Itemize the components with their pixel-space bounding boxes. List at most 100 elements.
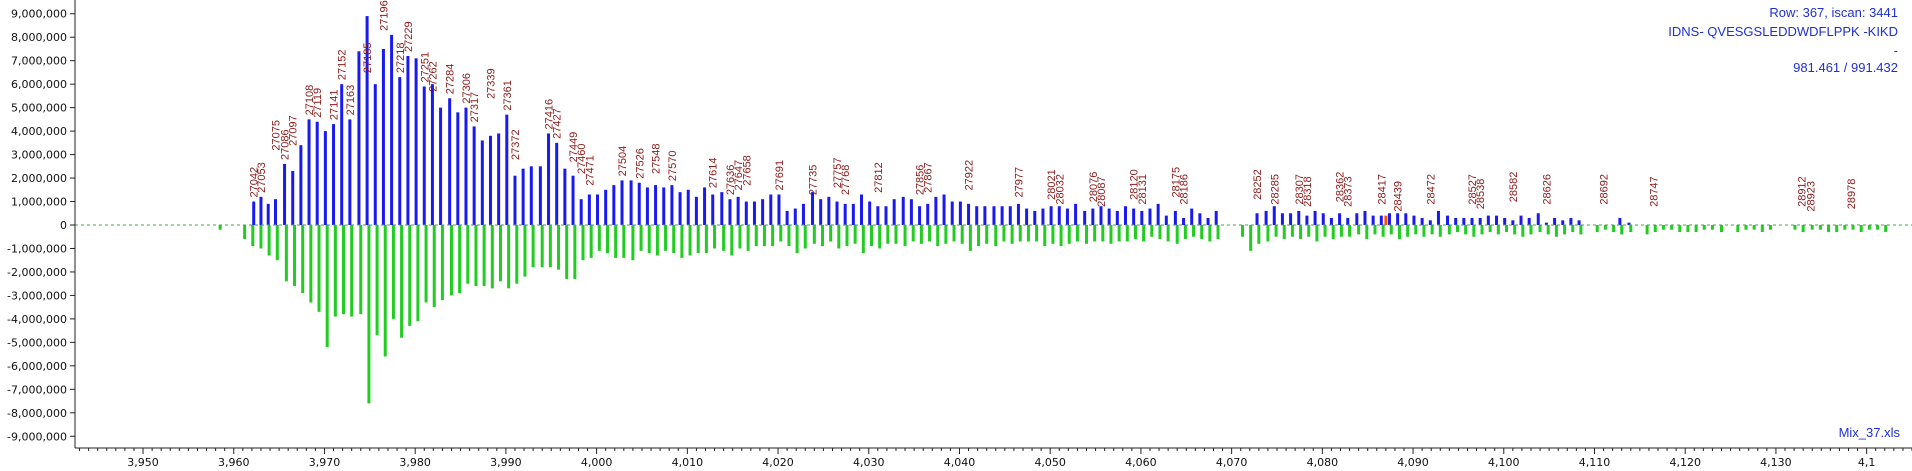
negative-bar — [837, 225, 841, 249]
x-tick-label: 4,060 — [1125, 456, 1157, 469]
x-tick-label: 3,960 — [218, 456, 250, 469]
negative-bar — [1331, 225, 1335, 240]
positive-bar — [1008, 206, 1012, 225]
positive-bar — [1527, 217, 1531, 225]
positive-bar — [1173, 210, 1177, 225]
x-tick-label: 4,000 — [581, 456, 613, 469]
negative-bar — [1768, 225, 1772, 230]
peak-label: 27086 — [280, 129, 292, 160]
negative-bar — [1546, 225, 1550, 235]
negative-bar — [1793, 225, 1797, 230]
negative-bar — [1702, 225, 1706, 230]
negative-bar — [1397, 225, 1401, 240]
positive-bar — [1264, 210, 1268, 225]
negative-bar — [647, 225, 651, 254]
y-tick-label: 6,000,000 — [11, 78, 67, 91]
peak-label: 27922 — [964, 160, 976, 191]
positive-bar — [1536, 213, 1540, 225]
x-tick-label: 4,020 — [762, 456, 794, 469]
negative-bars — [218, 225, 1888, 404]
positive-bar — [720, 192, 724, 225]
positive-bar — [918, 206, 922, 225]
positive-bar — [645, 187, 649, 225]
peak-label: 27812 — [873, 162, 885, 193]
negative-bar — [1381, 225, 1385, 237]
positive-bar — [1446, 215, 1450, 225]
positive-bar — [1107, 208, 1111, 225]
negative-bar — [1406, 225, 1410, 237]
negative-bar — [1736, 225, 1740, 233]
negative-bar — [1323, 225, 1327, 237]
positive-bar — [934, 196, 938, 225]
negative-bar — [1002, 225, 1006, 242]
negative-bar — [416, 225, 420, 322]
negative-bar — [432, 225, 436, 308]
negative-bar — [746, 225, 750, 251]
positive-bar — [1305, 215, 1309, 225]
positive-bar — [811, 192, 815, 225]
peak-label: 27339 — [485, 68, 497, 99]
negative-bar — [284, 225, 288, 282]
negative-bar — [903, 225, 907, 247]
positive-bar — [1280, 213, 1284, 225]
positive-bar — [1041, 208, 1045, 225]
negative-bar — [1018, 225, 1022, 242]
peak-label: 27691 — [774, 160, 786, 191]
positive-bar — [1182, 217, 1186, 225]
negative-bar — [1867, 225, 1871, 230]
positive-bar — [1553, 217, 1557, 225]
negative-bar — [581, 225, 585, 261]
y-tick-label: 9,000,000 — [11, 8, 67, 21]
negative-bar — [1241, 225, 1245, 237]
negative-bar — [1315, 225, 1319, 242]
negative-bar — [1175, 225, 1179, 244]
positive-bar — [1123, 206, 1127, 225]
positive-bar — [488, 135, 492, 225]
negative-bar — [1084, 225, 1088, 244]
positive-bar — [1495, 215, 1499, 225]
positive-bar — [266, 203, 270, 225]
negative-bar — [1620, 225, 1624, 235]
negative-bar — [886, 225, 890, 244]
x-tick-label: 3,980 — [399, 456, 431, 469]
positive-bar — [752, 201, 756, 225]
negative-bar — [1538, 225, 1542, 233]
negative-bar — [622, 225, 626, 258]
positive-bar — [555, 142, 559, 225]
peak-label: 27614 — [708, 158, 720, 189]
positive-bar — [1329, 217, 1333, 225]
positive-bar — [1074, 203, 1078, 225]
positive-bar — [983, 206, 987, 225]
negative-bar — [391, 225, 395, 319]
positive-bar — [654, 185, 658, 225]
peak-label: 27284 — [445, 64, 457, 95]
positive-bar — [1289, 213, 1293, 225]
negative-bar — [1480, 225, 1484, 235]
positive-bar — [785, 210, 789, 225]
positive-bar — [1355, 213, 1359, 225]
negative-bar — [1059, 225, 1063, 247]
positive-bar — [547, 133, 551, 225]
negative-bar — [1150, 225, 1154, 237]
positive-bar — [480, 140, 484, 225]
peak-label: 28373 — [1343, 176, 1355, 207]
positive-bar — [1000, 206, 1004, 225]
peak-label: 27416 — [544, 99, 556, 130]
negative-bar — [1101, 225, 1105, 242]
negative-bar — [1274, 225, 1278, 237]
negative-bar — [977, 225, 981, 247]
negative-bar — [1010, 225, 1014, 244]
negative-bar — [1035, 225, 1039, 242]
negative-bar — [1851, 225, 1855, 230]
y-tick-label: -3,000,000 — [7, 289, 67, 302]
x-tick-label: 4,110 — [1579, 456, 1611, 469]
negative-bar — [251, 225, 255, 247]
positive-bar — [1470, 217, 1474, 225]
peak-label: 28120 — [1129, 169, 1141, 200]
positive-bar — [1033, 210, 1037, 225]
peak-label: 28076 — [1088, 172, 1100, 203]
negative-bar — [1629, 225, 1633, 233]
negative-bar — [440, 225, 444, 301]
negative-bar — [952, 225, 956, 242]
